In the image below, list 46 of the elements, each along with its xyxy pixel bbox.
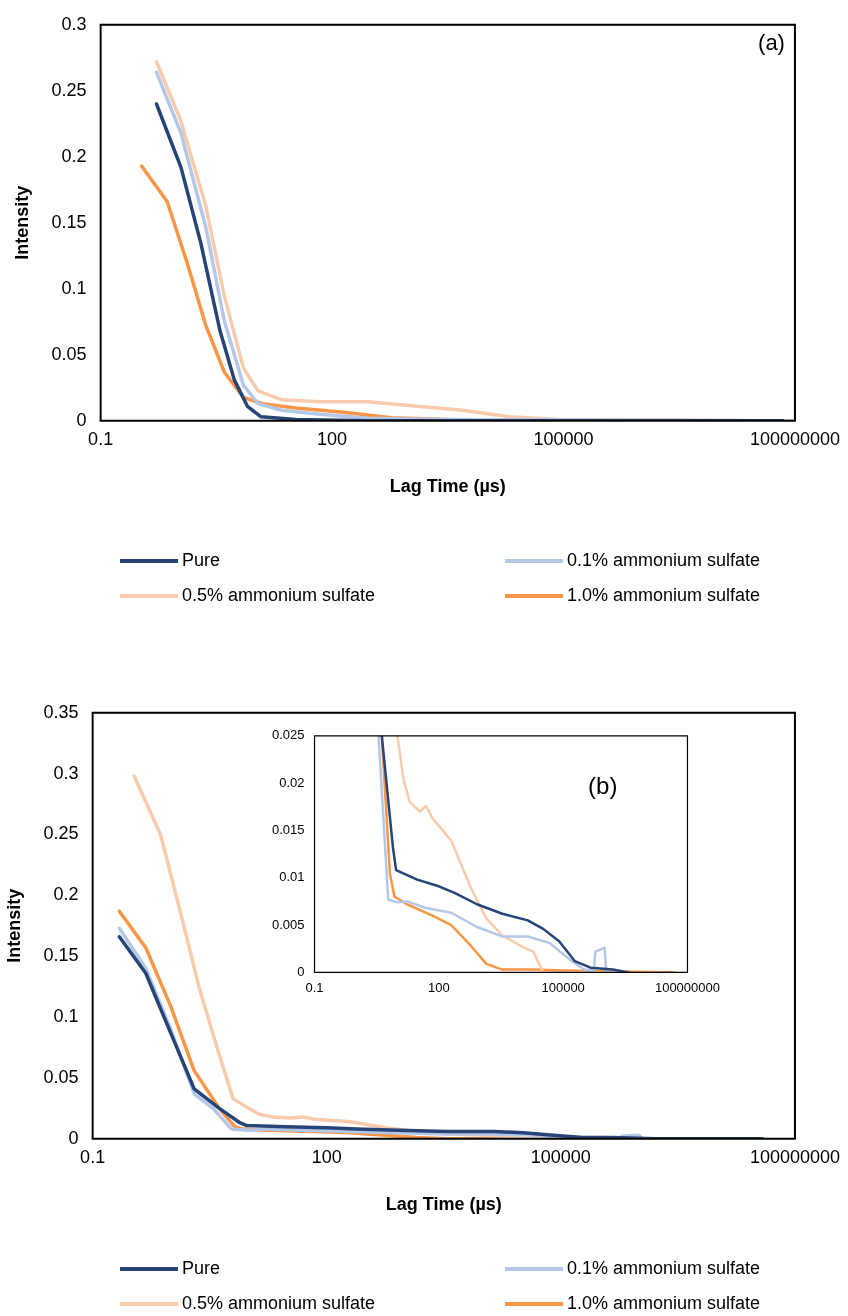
y-tick-label: 0.3 bbox=[61, 13, 87, 34]
x-axis-title: Lag Time (µs) bbox=[389, 476, 506, 497]
y-tick-label: 0 bbox=[68, 1127, 79, 1148]
legend-label: 1.0% ammonium sulfate bbox=[567, 1293, 761, 1314]
annotation: (a) bbox=[758, 29, 785, 55]
x-tick-label: 0.1 bbox=[305, 979, 324, 995]
legend-label: 0.5% ammonium sulfate bbox=[182, 1293, 376, 1314]
y-tick-label: 0.3 bbox=[53, 762, 79, 783]
y-tick-label: 0.05 bbox=[43, 1066, 79, 1087]
x-tick-label: 100000 bbox=[530, 1146, 591, 1167]
y-tick-label: 0.2 bbox=[53, 884, 79, 905]
x-tick-label: 0.1 bbox=[88, 428, 114, 449]
y-axis-title: Intensity bbox=[3, 888, 24, 963]
y-tick-label: 0.015 bbox=[271, 822, 305, 838]
y-axis-title: Intensity bbox=[11, 185, 32, 260]
y-tick-label: 0.25 bbox=[51, 79, 87, 100]
legend-label: Pure bbox=[182, 1258, 221, 1279]
x-tick-label: 100 bbox=[311, 1146, 342, 1167]
x-tick-label: 100000000 bbox=[654, 979, 720, 995]
annotation: (b) bbox=[588, 772, 618, 800]
x-tick-label: 100 bbox=[427, 979, 450, 995]
legend-label: 0.5% ammonium sulfate bbox=[182, 585, 376, 606]
y-tick-label: 0.05 bbox=[51, 343, 87, 364]
y-tick-label: 0.35 bbox=[43, 701, 79, 722]
x-tick-label: 100000 bbox=[541, 979, 585, 995]
x-axis-title: Lag Time (µs) bbox=[385, 1194, 502, 1215]
legend-label: 0.1% ammonium sulfate bbox=[567, 1258, 761, 1279]
y-tick-label: 0.15 bbox=[43, 945, 79, 966]
y-tick-label: 0.005 bbox=[271, 916, 305, 932]
y-tick-label: 0.1 bbox=[61, 277, 87, 298]
y-tick-label: 0.2 bbox=[61, 145, 87, 166]
x-tick-label: 100000000 bbox=[749, 428, 841, 449]
y-tick-label: 0.02 bbox=[279, 774, 305, 790]
y-tick-label: 0.025 bbox=[271, 727, 305, 743]
x-tick-label: 100 bbox=[317, 428, 348, 449]
y-tick-label: 0.01 bbox=[279, 869, 305, 885]
y-tick-label: 0.15 bbox=[51, 211, 87, 232]
x-tick-label: 100000 bbox=[533, 428, 594, 449]
legend-label: 1.0% ammonium sulfate bbox=[567, 585, 761, 606]
y-tick-label: 0 bbox=[297, 963, 305, 979]
legend-label: 0.1% ammonium sulfate bbox=[567, 550, 761, 571]
legend-label: Pure bbox=[182, 550, 221, 571]
y-tick-label: 0.1 bbox=[53, 1006, 79, 1027]
x-tick-label: 100000000 bbox=[749, 1146, 841, 1167]
y-tick-label: 0.25 bbox=[43, 823, 79, 844]
y-tick-label: 0 bbox=[76, 409, 87, 430]
